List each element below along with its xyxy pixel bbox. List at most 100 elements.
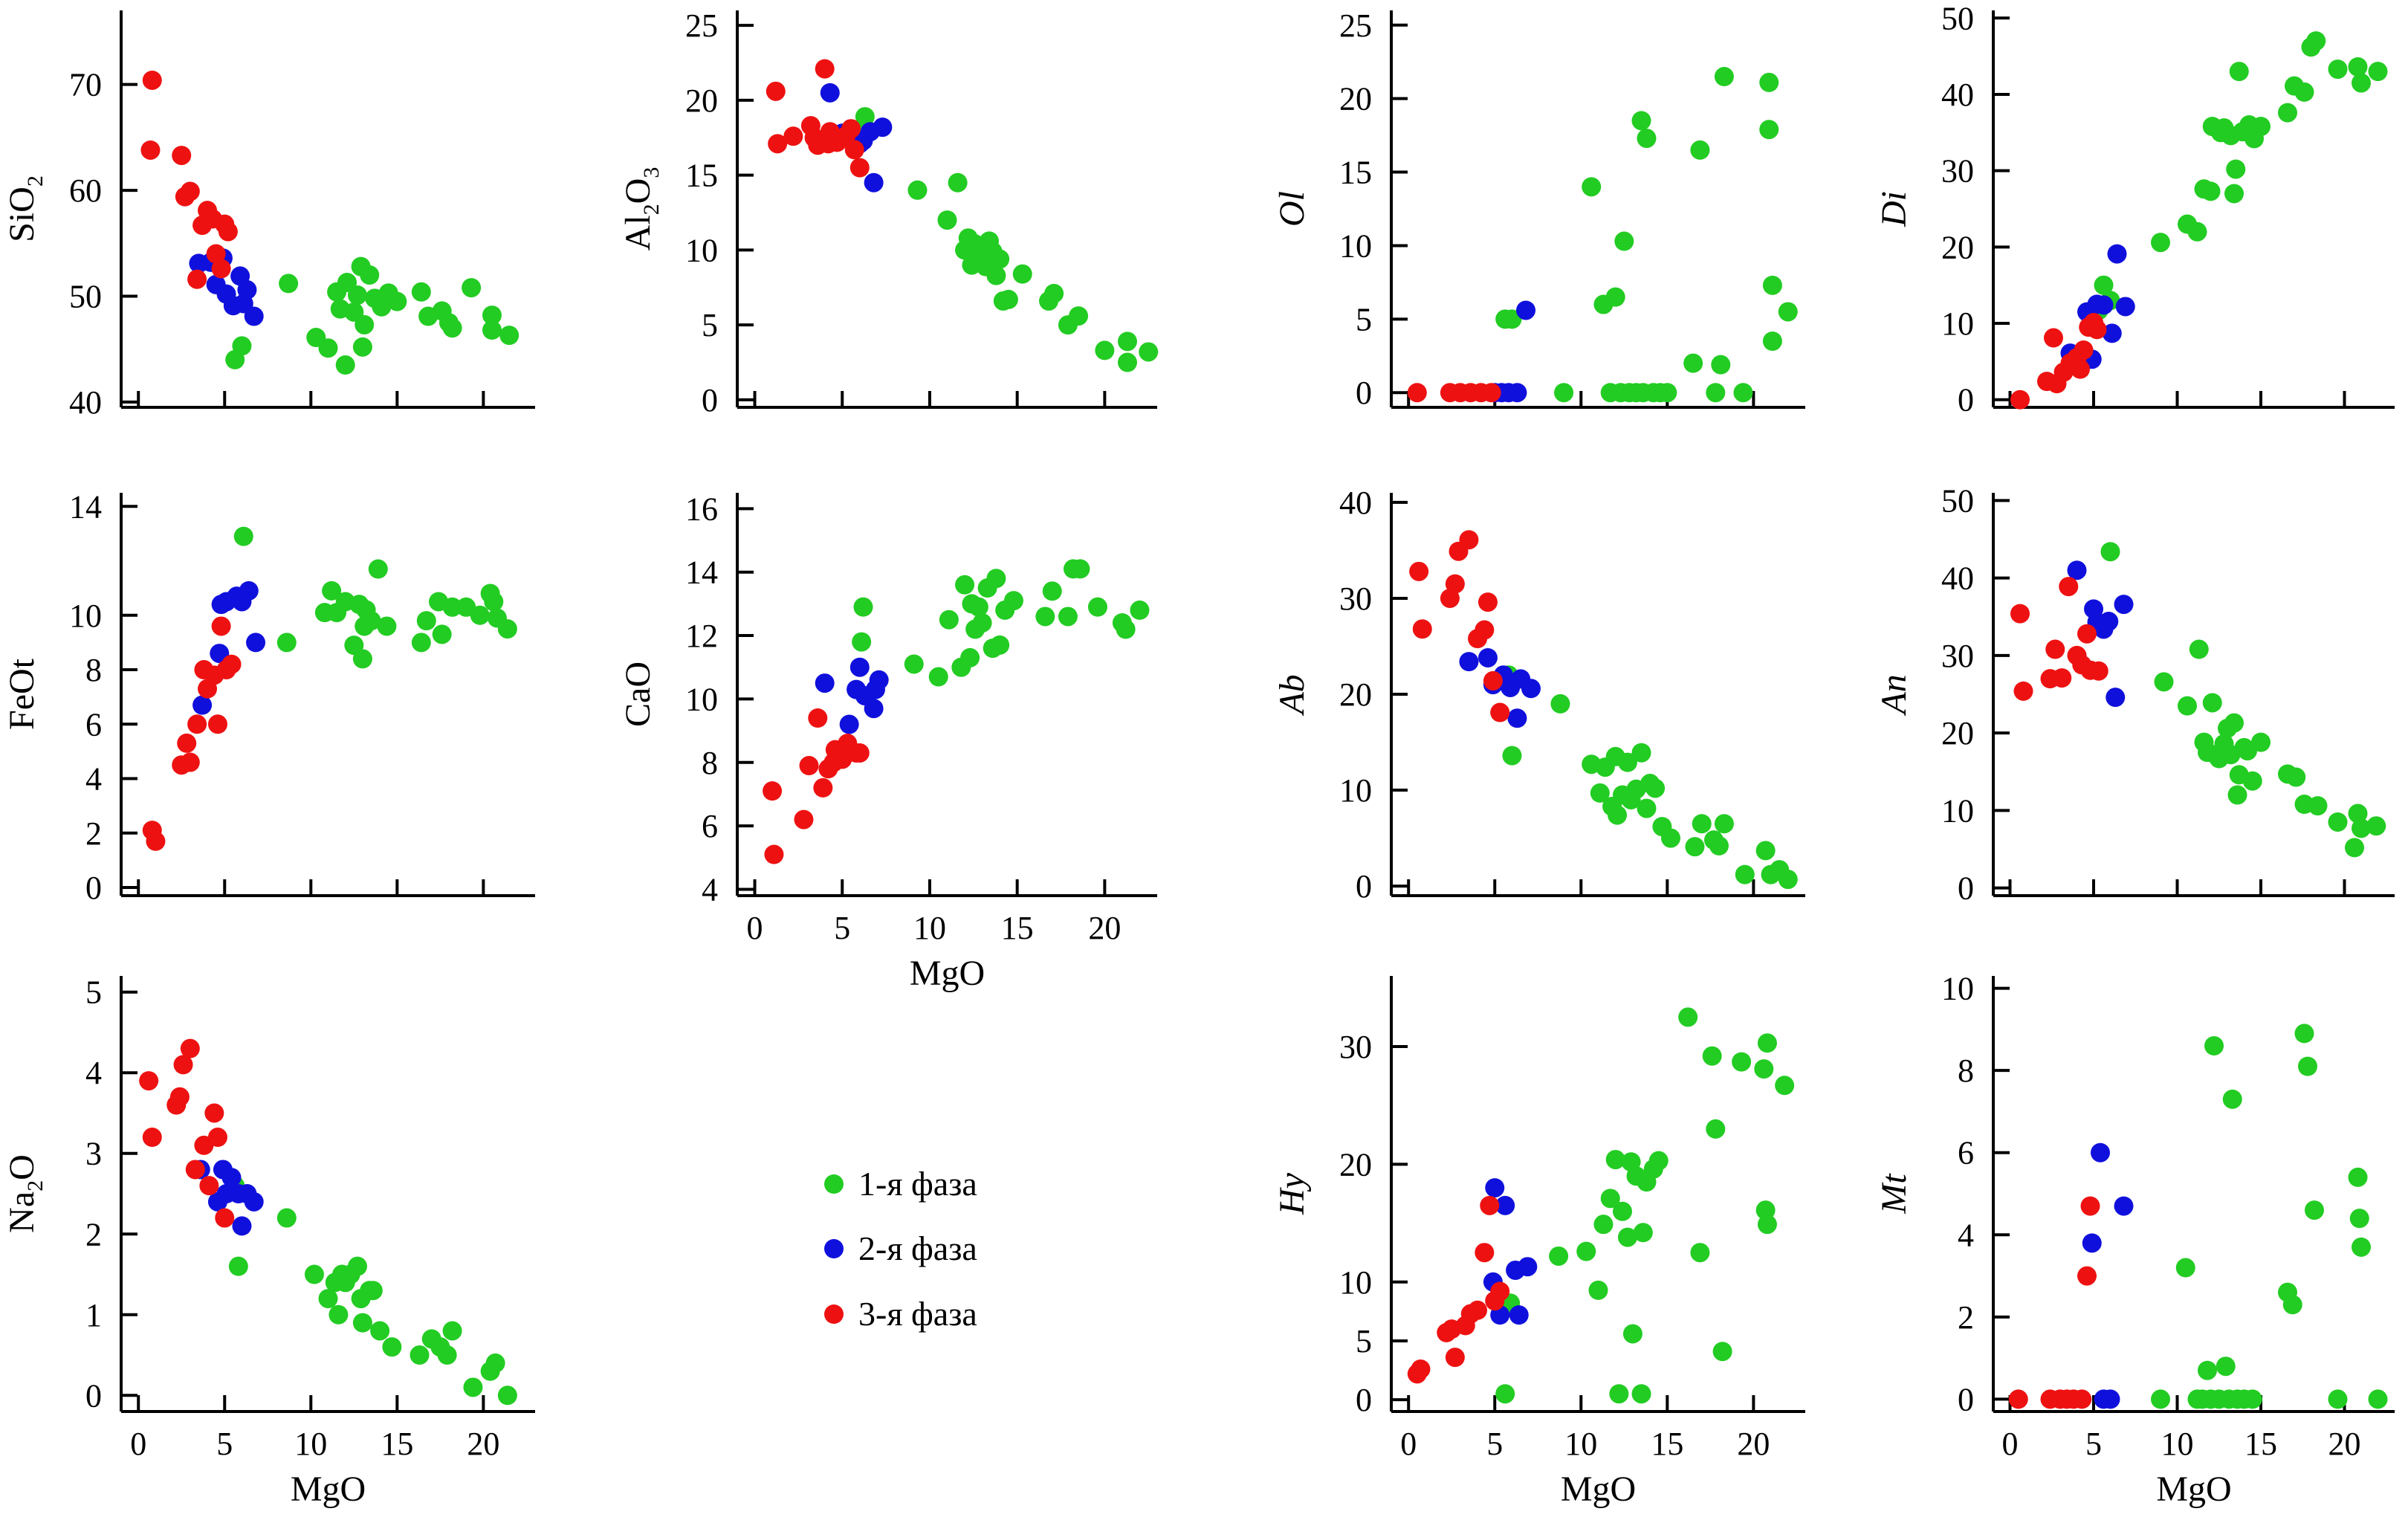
- y-tick-label-al2o3: 0: [702, 382, 718, 418]
- point-phase1: [1637, 129, 1657, 149]
- panel-mt: 0 2 4 6 8 10 0 5 10 15 20 MgO Mt: [1874, 971, 2395, 1509]
- point-phase1: [485, 1353, 505, 1373]
- y-axis-title-part: O: [618, 178, 658, 204]
- y-axis-title-part: 2: [639, 204, 664, 215]
- point-phase2: [2091, 1142, 2110, 1163]
- point-phase1: [960, 647, 980, 667]
- point-phase1: [2328, 1389, 2348, 1409]
- point-phase1: [363, 1281, 383, 1301]
- x-tick-label-na2o: 15: [381, 1426, 413, 1462]
- point-phase1: [2345, 838, 2364, 858]
- point-phase1: [904, 654, 924, 674]
- y-tick-label-mt: 8: [1958, 1052, 1974, 1089]
- point-phase1: [368, 559, 388, 579]
- y-axis-title-al2o3: Al2O3: [618, 167, 664, 251]
- y-tick-label-feot: 10: [69, 598, 102, 634]
- point-phase1: [482, 305, 502, 326]
- point-phase3: [180, 752, 200, 772]
- y-tick-label-cao: 16: [685, 491, 718, 527]
- point-phase1: [1706, 1119, 1726, 1139]
- point-phase1: [2227, 785, 2247, 805]
- point-phase1: [2178, 696, 2197, 716]
- point-phase3: [1480, 1195, 1500, 1215]
- point-phase3: [2044, 328, 2063, 348]
- y-tick-label-ab: 30: [1339, 581, 1372, 617]
- y-tick-label-mt: 4: [1958, 1217, 1974, 1253]
- y-tick-label-feot: 14: [69, 488, 102, 525]
- point-phase3: [849, 158, 870, 178]
- point-phase1: [462, 278, 482, 298]
- point-phase2: [244, 1191, 264, 1212]
- point-phase1: [442, 597, 462, 617]
- point-phase3: [815, 59, 835, 79]
- y-tick-label-al2o3: 25: [685, 7, 718, 44]
- series-phase3-sio2: [140, 70, 238, 289]
- point-phase2: [839, 714, 859, 734]
- series-phase1-an: [2100, 542, 2386, 858]
- point-phase3: [2071, 359, 2090, 379]
- point-phase1: [972, 612, 992, 633]
- point-phase3: [2074, 340, 2094, 360]
- y-tick-label-feot: 2: [85, 815, 102, 852]
- point-phase1: [1637, 798, 1657, 818]
- y-axis-title-na2o: Na2O: [2, 1154, 48, 1233]
- point-phase1: [411, 282, 431, 302]
- point-phase3: [185, 1160, 205, 1180]
- point-phase1: [2294, 1024, 2314, 1044]
- point-phase1: [1778, 302, 1798, 322]
- point-phase1: [1605, 287, 1625, 307]
- x-tick-label-hy: 15: [1651, 1426, 1683, 1462]
- point-phase1: [1590, 783, 1610, 803]
- y-tick-label-cao: 14: [685, 554, 718, 591]
- point-phase2: [815, 673, 835, 693]
- point-phase1: [1778, 870, 1798, 890]
- series-phase3-mt: [2008, 1196, 2100, 1409]
- point-phase2: [1459, 652, 1479, 672]
- point-phase1: [304, 1264, 324, 1284]
- x-tick-label-hy: 5: [1486, 1426, 1503, 1462]
- point-phase1: [1678, 1007, 1698, 1027]
- y-tick-label-ab: 20: [1339, 676, 1372, 713]
- point-phase1: [1582, 177, 1602, 197]
- y-tick-label-feot: 6: [85, 706, 102, 743]
- point-phase1: [1502, 309, 1522, 329]
- point-phase3: [813, 777, 833, 798]
- y-tick-label-al2o3: 5: [702, 307, 718, 343]
- point-phase3: [2010, 604, 2030, 624]
- y-tick-label-sio2: 40: [69, 384, 102, 421]
- point-phase1: [497, 1385, 517, 1406]
- point-phase1: [1042, 581, 1062, 601]
- y-tick-label-sio2: 50: [69, 278, 102, 314]
- series-phase1-ol: [1495, 67, 1798, 403]
- series-phase1-hy: [1495, 1007, 1795, 1404]
- x-axis-title-na2o: MgO: [291, 1469, 366, 1509]
- y-axis-title-text: Ol: [1272, 191, 1312, 227]
- point-phase1: [1130, 600, 1150, 620]
- x-tick-label-mt: 20: [2328, 1426, 2361, 1462]
- y-tick-label-cao: 4: [702, 871, 718, 908]
- point-phase1: [1714, 814, 1734, 834]
- point-phase3: [1490, 702, 1510, 722]
- point-phase1: [360, 265, 380, 285]
- point-phase1: [986, 569, 1006, 589]
- point-phase2: [864, 172, 884, 193]
- point-phase1: [1087, 597, 1107, 617]
- y-tick-label-hy: 10: [1339, 1264, 1372, 1301]
- point-phase1: [1759, 120, 1779, 140]
- y-tick-label-mt: 0: [1958, 1381, 1974, 1417]
- point-phase1: [361, 611, 381, 631]
- x-axis-title-cao: MgO: [910, 954, 985, 993]
- point-phase1: [484, 592, 504, 612]
- point-phase3: [2059, 577, 2079, 597]
- point-phase1: [1617, 752, 1637, 772]
- point-phase2: [2082, 1233, 2102, 1253]
- point-phase1: [1035, 607, 1055, 627]
- panel-di: 0 10 20 30 40 50 Di: [1874, 0, 2395, 418]
- point-phase1: [1631, 111, 1651, 131]
- point-phase1: [1070, 559, 1090, 579]
- point-phase1: [1711, 355, 1731, 375]
- point-phase1: [437, 1345, 457, 1365]
- y-tick-label-di: 50: [1941, 0, 1974, 36]
- y-tick-label-hy: 5: [1356, 1323, 1372, 1359]
- point-phase1: [2349, 1209, 2369, 1229]
